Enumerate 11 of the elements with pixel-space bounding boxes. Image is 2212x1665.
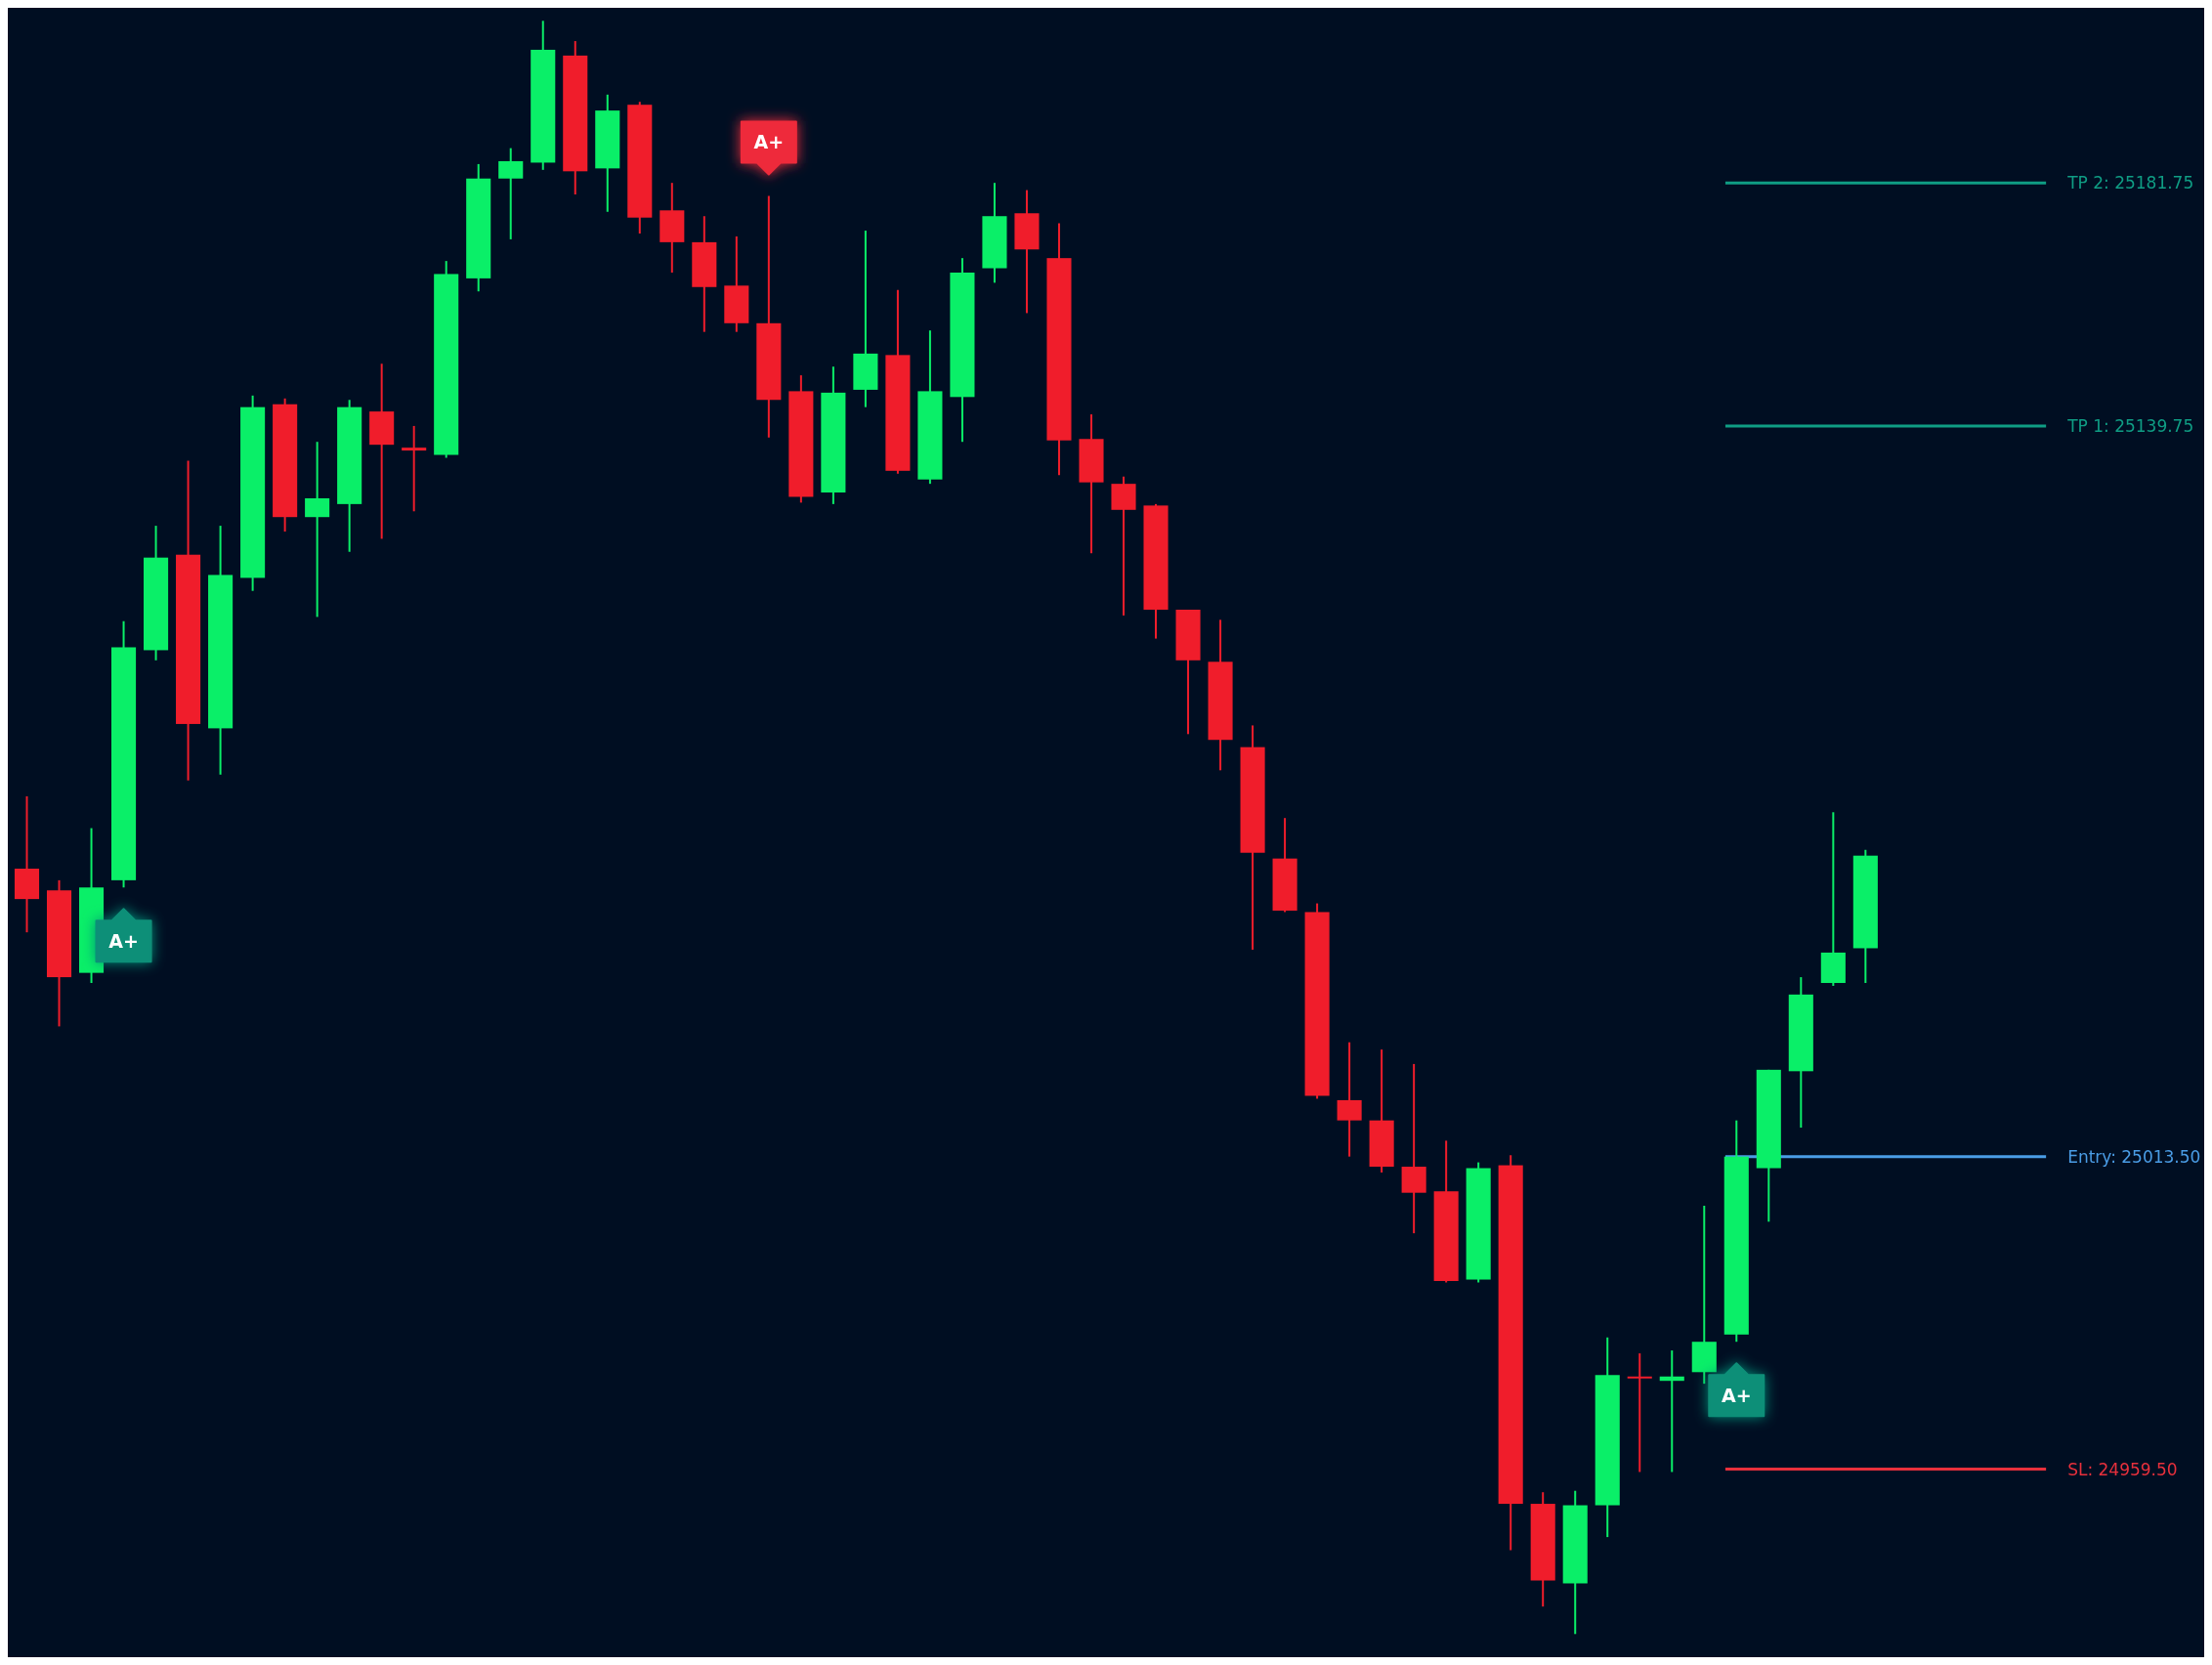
annotation: A+: [1721, 1385, 1752, 1407]
ref-line-label: Entry: 25013.50: [2067, 1146, 2201, 1167]
candlestick: [305, 441, 330, 619]
ref-line-label: SL: 24959.50: [2067, 1459, 2178, 1479]
candlestick: [1659, 1349, 1684, 1473]
annotation: A+: [753, 131, 785, 153]
ref-line-label: TP 1: 25139.75: [2066, 415, 2194, 436]
ref-line-label: TP 2: 25181.75: [2066, 173, 2194, 193]
candlestick: [402, 424, 427, 513]
annotation: A+: [108, 930, 139, 953]
candlestick: [1627, 1352, 1652, 1473]
